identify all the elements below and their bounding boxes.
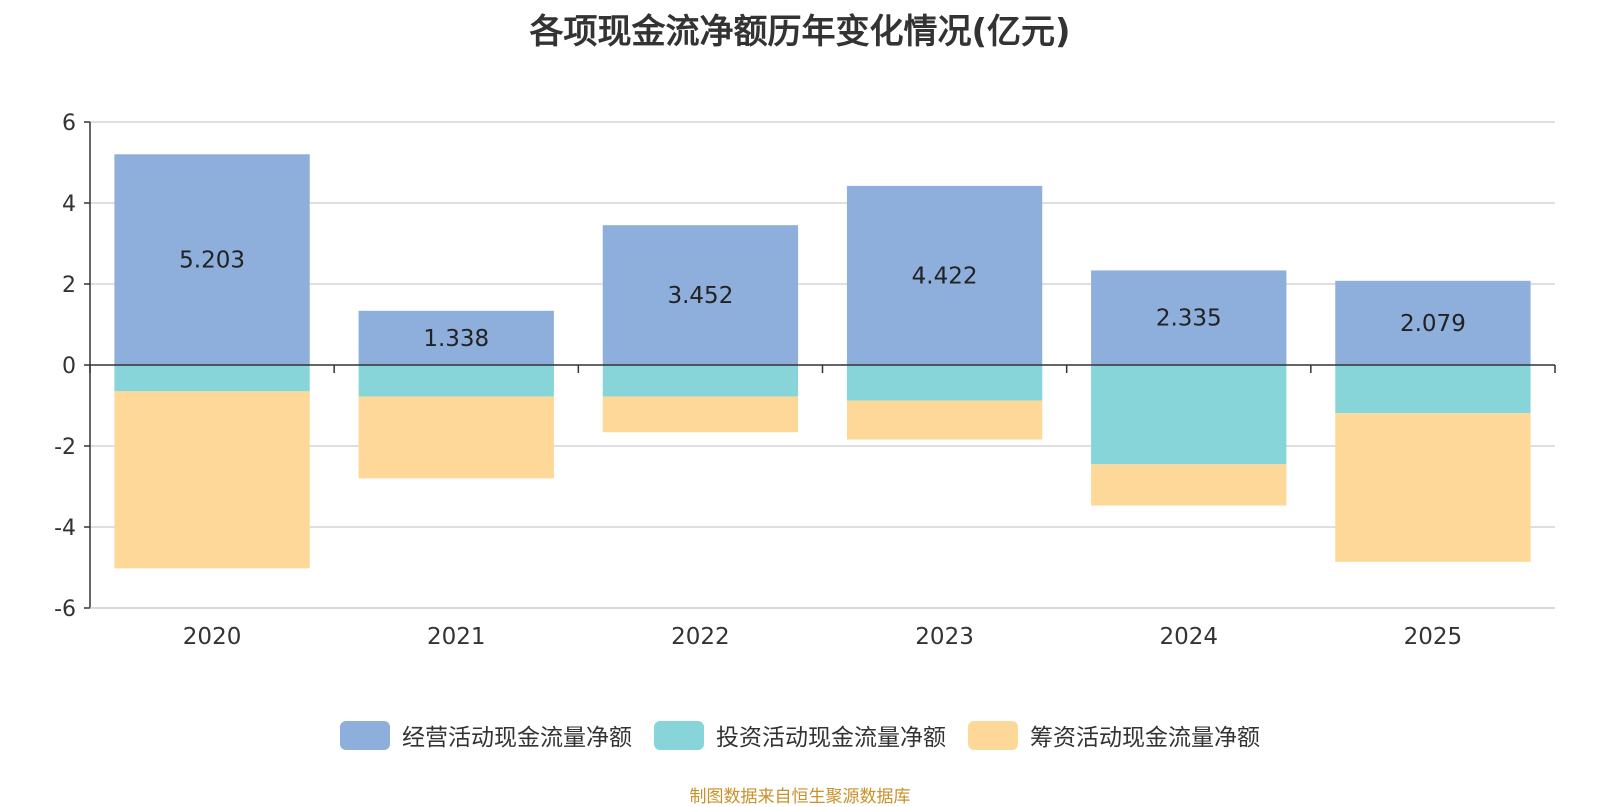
- data-label-2023: 4.422: [912, 263, 978, 289]
- bar-2023-series-1: [846, 365, 1043, 401]
- bar-2025-series-2: [1335, 413, 1531, 562]
- chart-title: 各项现金流净额历年变化情况(亿元): [529, 12, 1071, 52]
- bar-2022-series-1: [602, 365, 799, 397]
- data-label-2021: 1.338: [423, 326, 489, 352]
- x-tick-label-2022: 2022: [671, 624, 730, 650]
- legend-item-financing[interactable]: 筹资活动现金流量净额: [968, 718, 1260, 752]
- bar-2023-series-0: [846, 185, 1043, 365]
- bar-2021-series-1: [358, 365, 554, 397]
- bar-2022-series-2: [602, 396, 799, 433]
- legend-label-investing: 投资活动现金流量净额: [716, 725, 946, 751]
- legend-label-operating: 经营活动现金流量净额: [402, 725, 632, 751]
- legend-swatch-investing: [654, 720, 704, 750]
- x-tick-label-2023: 2023: [915, 624, 974, 650]
- y-tick-label: 6: [62, 111, 76, 136]
- x-tick-label-2021: 2021: [427, 624, 486, 650]
- y-tick-label: -4: [54, 516, 76, 541]
- bar-2022-series-0: [602, 225, 799, 365]
- data-label-2020: 5.203: [179, 248, 245, 274]
- data-label-2024: 2.335: [1156, 306, 1222, 332]
- y-tick-label: -6: [54, 597, 76, 622]
- y-tick-label: 2: [62, 273, 76, 298]
- y-tick-label: 0: [62, 354, 76, 379]
- legend-swatch-financing: [968, 720, 1018, 750]
- bar-2024-series-1: [1091, 365, 1287, 465]
- x-tick-label-2025: 2025: [1404, 624, 1463, 650]
- bar-2025-series-0: [1335, 280, 1531, 365]
- y-tick-label: 4: [62, 192, 76, 217]
- bar-2024-series-0: [1091, 270, 1287, 365]
- x-tick-label-2020: 2020: [183, 624, 242, 650]
- data-label-2022: 3.452: [667, 283, 733, 309]
- legend-label-financing: 筹资活动现金流量净额: [1030, 725, 1260, 751]
- legend-swatch-operating: [340, 720, 390, 750]
- bar-2020-series-2: [114, 391, 310, 569]
- bar-2020-series-1: [114, 365, 310, 392]
- bar-2025-series-1: [1335, 365, 1531, 414]
- bar-2024-series-2: [1091, 464, 1287, 506]
- bar-2023-series-2: [846, 400, 1043, 440]
- data-label-2025: 2.079: [1400, 311, 1466, 337]
- bar-2021-series-0: [358, 310, 554, 365]
- stacked-bar-chart: 6 4 2 0 -2 -4 -6 5.203 1.338 3.452 4.422 2.335 2.079…: [54, 111, 1556, 650]
- legend: 经营活动现金流量净额 投资活动现金流量净额 筹资活动现金流量净额: [0, 718, 1600, 752]
- y-tick-label: -2: [54, 435, 76, 460]
- source-note: 制图数据来自恒生聚源数据库: [689, 787, 911, 807]
- bar-2020-series-0: [114, 154, 310, 365]
- legend-item-investing[interactable]: 投资活动现金流量净额: [654, 718, 946, 752]
- legend-item-operating[interactable]: 经营活动现金流量净额: [340, 718, 632, 752]
- bar-2021-series-2: [358, 396, 554, 479]
- x-tick-label-2024: 2024: [1159, 624, 1218, 650]
